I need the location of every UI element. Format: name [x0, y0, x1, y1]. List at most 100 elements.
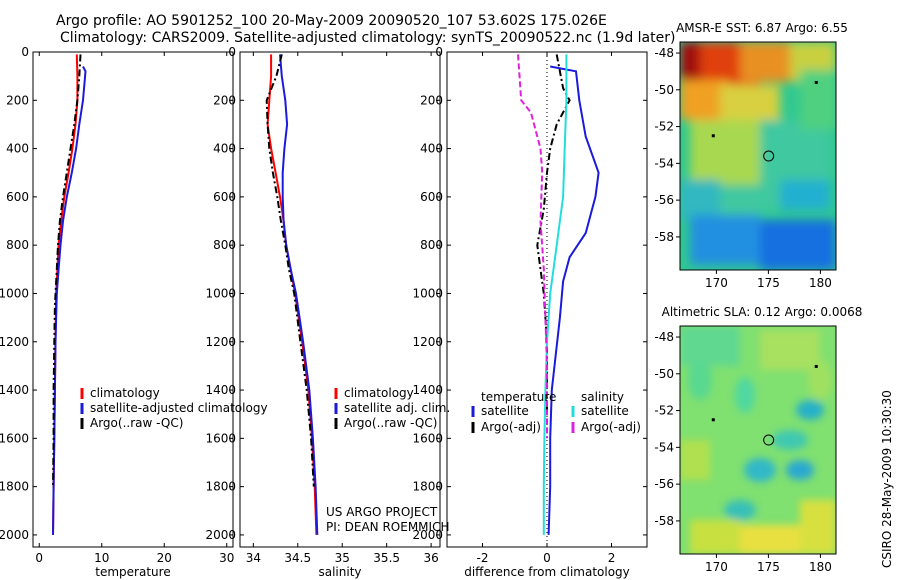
salinity-xtick-label: 34	[246, 551, 261, 565]
sst_map-xtick-label: 175	[757, 276, 780, 290]
sla_map-float-marker	[763, 434, 775, 446]
salinity-ytick-label: 200	[213, 93, 236, 107]
sst_map-axes-box	[679, 41, 837, 271]
salinity-ytick-label: 1800	[205, 480, 236, 494]
salinity-ytick-label: 1400	[205, 383, 236, 397]
salinity-ytick-label: 0	[228, 45, 236, 59]
difference-ytick-label: 400	[420, 142, 443, 156]
temperature-ytick-label: 1800	[0, 480, 29, 494]
salinity-annotation: PI: DEAN ROEMMICH	[326, 520, 449, 534]
figure-title-line1: Argo profile: AO 5901252_100 20-May-2009…	[56, 13, 607, 29]
sst_map-dot	[711, 134, 715, 138]
temperature-ytick-label: 2000	[0, 528, 29, 542]
sla_map-ytick-label: -58	[654, 514, 674, 528]
difference-ytick-label: 1000	[412, 286, 443, 300]
sst_map-dot	[814, 80, 818, 84]
difference-legend-label: Argo(-adj)	[481, 420, 541, 434]
sla-map-image	[680, 326, 836, 554]
salinity-ytick-label: 2000	[205, 528, 236, 542]
salinity-ytick-label: 400	[213, 142, 236, 156]
salinity-series-line	[279, 54, 319, 535]
salinity-legend-label: Argo(..raw -QC)	[344, 416, 437, 430]
salinity-series-line	[266, 54, 318, 535]
sla_map-axes-box	[679, 325, 837, 555]
temperature-ytick-label: 0	[21, 45, 29, 59]
temperature-ytick-label: 800	[6, 238, 29, 252]
temperature-ytick-label: 400	[6, 142, 29, 156]
salinity-ytick-label: 1200	[205, 335, 236, 349]
difference-ytick-label: 0	[435, 45, 443, 59]
temperature-legend-label: climatology	[90, 386, 160, 400]
difference-ytick-label: 1600	[412, 431, 443, 445]
temperature-xlabel: temperature	[95, 565, 170, 579]
temperature-xtick-label: 20	[157, 551, 172, 565]
sst_map-xtick-label: 170	[705, 276, 728, 290]
difference-ytick-label: 1200	[412, 335, 443, 349]
difference-series-line	[517, 54, 548, 439]
temperature-xtick-label: 0	[35, 551, 43, 565]
sla_map-ytick-label: -50	[654, 367, 674, 381]
temperature-ytick-label: 1200	[0, 335, 29, 349]
difference-xtick-label: 2	[608, 551, 616, 565]
salinity-legend-label: climatology	[344, 386, 414, 400]
difference-xtick-label: -2	[476, 551, 488, 565]
sst_map-ytick-label: -48	[654, 46, 674, 60]
sst_map-ytick-label: -58	[654, 230, 674, 244]
difference-ytick-label: 1800	[412, 480, 443, 494]
sst_map-ytick-label: -56	[654, 193, 674, 207]
sst_map-ytick-label: -52	[654, 120, 674, 134]
difference-series-line	[547, 65, 600, 535]
sla_map-dot	[814, 364, 818, 368]
salinity-ytick-label: 1600	[205, 431, 236, 445]
salinity-ytick-label: 600	[213, 190, 236, 204]
temperature-ytick-label: 1400	[0, 383, 29, 397]
salinity-xtick-label: 35	[335, 551, 350, 565]
difference-series-line	[542, 54, 568, 535]
temperature-ytick-label: 600	[6, 190, 29, 204]
difference-legend-label: satellite	[581, 404, 629, 418]
temperature-xtick-label: 10	[94, 551, 109, 565]
figure-title-line2: Climatology: CARS2009. Satellite-adjuste…	[60, 30, 676, 46]
sla_map-ytick-label: -54	[654, 440, 674, 454]
salinity-annotation: US ARGO PROJECT	[326, 505, 438, 519]
temperature-ytick-label: 200	[6, 93, 29, 107]
difference-ytick-label: 600	[420, 190, 443, 204]
difference-ytick-label: 800	[420, 238, 443, 252]
salinity-xlabel: salinity	[318, 565, 361, 579]
difference-ytick-label: 1400	[412, 383, 443, 397]
salinity-series-line	[265, 54, 315, 487]
difference-series-line	[536, 54, 571, 415]
difference-ytick-label: 200	[420, 93, 443, 107]
difference-legend-label: Argo(-adj)	[581, 420, 641, 434]
sla_map-ytick-label: -56	[654, 477, 674, 491]
temperature-legend-label: satellite-adjusted climatology	[90, 401, 268, 415]
temperature-legend-label: Argo(..raw -QC)	[90, 416, 183, 430]
sst_map-xtick-label: 180	[809, 276, 832, 290]
difference-legend-header: temperature	[481, 390, 556, 404]
sst_map-title: AMSR-E SST: 6.87 Argo: 6.55	[676, 21, 848, 35]
temperature-ytick-label: 1600	[0, 431, 29, 445]
temperature-series-line	[52, 66, 87, 535]
salinity-ytick-label: 1000	[205, 286, 236, 300]
salinity-xtick-label: 34.5	[284, 551, 311, 565]
sst_map-ytick-label: -54	[654, 156, 674, 170]
sla_map-title: Altimetric SLA: 0.12 Argo: 0.0068	[662, 305, 863, 319]
difference-legend-label: satellite	[481, 404, 529, 418]
salinity-ytick-label: 800	[213, 238, 236, 252]
salinity-xtick-label: 35.5	[373, 551, 400, 565]
salinity-legend-label: satellite adj. clim.	[344, 401, 450, 415]
salinity-axes-box	[239, 51, 441, 548]
sla_map-ytick-label: -48	[654, 330, 674, 344]
sst_map-float-marker	[763, 150, 775, 162]
salinity-xtick-label: 36	[423, 551, 438, 565]
sla_map-xtick-label: 170	[705, 560, 728, 574]
sla_map-ytick-label: -52	[654, 404, 674, 418]
sst_map-ytick-label: -50	[654, 83, 674, 97]
temperature-ytick-label: 1000	[0, 286, 29, 300]
difference-xlabel: difference from climatology	[464, 565, 630, 579]
temperature-series-line	[52, 54, 82, 487]
difference-xtick-label: 0	[543, 551, 551, 565]
sla_map-dot	[711, 418, 715, 422]
temperature-axes-box	[32, 51, 234, 548]
